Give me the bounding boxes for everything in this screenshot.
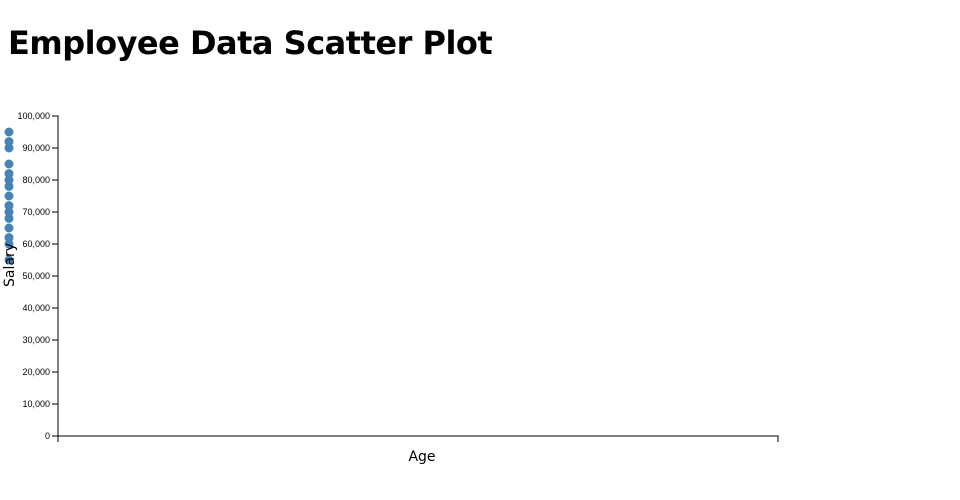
y-tick: 70,000	[22, 207, 58, 217]
y-tick-label: 10,000	[22, 399, 50, 409]
y-tick: 90,000	[22, 143, 58, 153]
data-point	[4, 175, 14, 185]
y-tick: 10,000	[22, 399, 58, 409]
data-point	[4, 169, 14, 179]
y-tick: 0	[45, 431, 58, 441]
data-point	[4, 191, 14, 201]
data-point	[4, 233, 14, 243]
data-point	[4, 127, 14, 137]
y-tick: 30,000	[22, 335, 58, 345]
y-tick-label: 50,000	[22, 271, 50, 281]
y-tick: 40,000	[22, 303, 58, 313]
data-point	[4, 239, 14, 249]
data-point	[4, 143, 14, 153]
y-axis-label: Salary	[2, 243, 18, 287]
y-tick: 50,000	[22, 271, 58, 281]
y-tick-label: 40,000	[22, 303, 50, 313]
y-tick-label: 100,000	[17, 111, 50, 121]
data-point	[4, 255, 14, 265]
y-tick: 60,000	[22, 239, 58, 249]
data-point	[4, 181, 14, 191]
y-tick-label: 70,000	[22, 207, 50, 217]
data-point	[4, 213, 14, 223]
page-title: Employee Data Scatter Plot	[8, 24, 493, 62]
y-tick-label: 30,000	[22, 335, 50, 345]
data-point	[4, 223, 14, 233]
y-tick: 80,000	[22, 175, 58, 185]
y-tick-label: 20,000	[22, 367, 50, 377]
data-point	[4, 159, 14, 169]
y-tick-label: 60,000	[22, 239, 50, 249]
y-tick-label: 80,000	[22, 175, 50, 185]
y-axis: 0 10,000 20,000 30,000 40,000 50,000 60,000 70,…	[17, 111, 59, 441]
x-axis-label: Age	[408, 449, 435, 465]
y-tick-label: 0	[45, 431, 50, 441]
y-tick: 100,000	[17, 111, 58, 121]
data-point	[4, 201, 14, 211]
x-axis	[57, 435, 779, 442]
data-point	[4, 207, 14, 217]
y-tick-label: 90,000	[22, 143, 50, 153]
x-axis-line	[57, 435, 779, 442]
data-point	[4, 137, 14, 147]
y-tick: 20,000	[22, 367, 58, 377]
points	[4, 127, 14, 265]
